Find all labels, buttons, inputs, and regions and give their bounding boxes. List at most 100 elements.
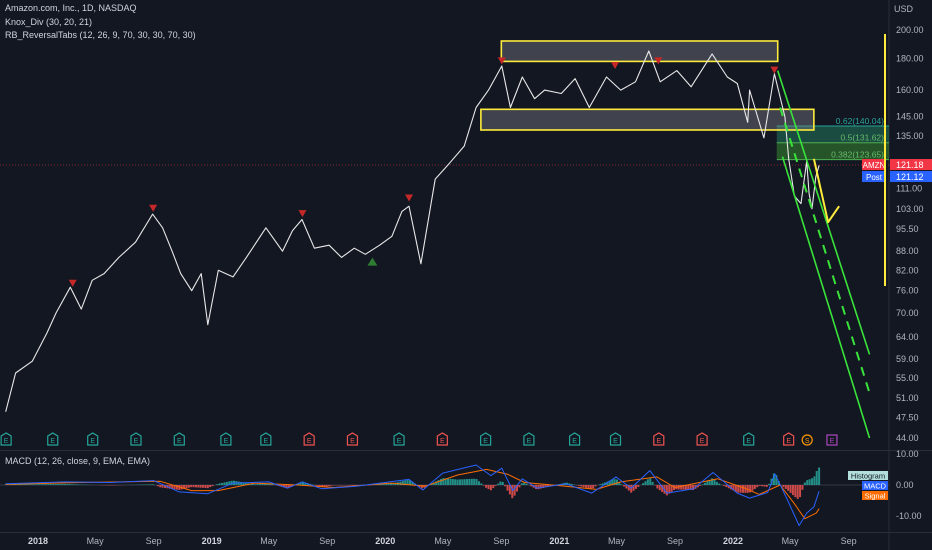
macd-histogram-bar bbox=[297, 483, 300, 485]
macd-histogram-bar bbox=[152, 484, 155, 485]
macd-line bbox=[5, 464, 820, 527]
macd-histogram-bar bbox=[794, 485, 797, 498]
macd-histogram-bar bbox=[727, 485, 730, 489]
time-tick-label: May bbox=[434, 536, 452, 546]
macd-histogram-bar bbox=[252, 484, 255, 485]
earnings-event-icon bbox=[393, 432, 405, 446]
chart-title: Amazon.com, Inc., 1D, NASDAQ bbox=[5, 3, 137, 13]
macd-histogram-bar bbox=[49, 484, 52, 485]
event-letter: E bbox=[134, 438, 139, 445]
macd-histogram-bar bbox=[475, 479, 478, 485]
macd-histogram-bar bbox=[468, 478, 471, 485]
macd-histogram-bar bbox=[256, 483, 259, 485]
macd-histogram-bar bbox=[784, 485, 787, 489]
event-letter: E bbox=[4, 438, 9, 445]
macd-histogram-bar bbox=[463, 479, 466, 485]
macd-histogram-bar bbox=[406, 479, 409, 485]
price-tick-label: 111.00 bbox=[896, 184, 922, 194]
macd-histogram-bar bbox=[665, 485, 668, 496]
price-axis[interactable]: 200.00180.00160.00145.00135.00121.00111.… bbox=[896, 25, 924, 443]
macd-histogram-bar bbox=[56, 484, 59, 485]
macd-legend-tag bbox=[848, 471, 888, 480]
macd-histogram-bar bbox=[651, 481, 654, 485]
earnings-event-icon bbox=[173, 432, 185, 446]
event-letter: E bbox=[656, 438, 661, 445]
macd-histogram-bar bbox=[378, 484, 381, 485]
macd-histogram-bar bbox=[218, 483, 221, 485]
time-tick-label: 2022 bbox=[723, 536, 743, 546]
time-tick-label: 2019 bbox=[202, 536, 222, 546]
post-price-tag bbox=[862, 171, 886, 183]
earnings-future-icon bbox=[826, 434, 838, 446]
post-price-value-bg bbox=[890, 171, 932, 183]
macd-histogram-bar bbox=[54, 484, 57, 485]
earnings-event-icon bbox=[743, 432, 755, 446]
macd-histogram-bar bbox=[518, 485, 521, 488]
macd-histogram-bar bbox=[701, 484, 704, 485]
indicator-legend-knox[interactable]: Knox_Div (30, 20, 21) bbox=[5, 17, 93, 27]
macd-histogram-bar bbox=[777, 481, 780, 485]
macd-histogram-bar bbox=[732, 485, 735, 491]
time-tick-label: Sep bbox=[841, 536, 857, 546]
macd-histogram-bar bbox=[587, 485, 590, 489]
macd-histogram-bar bbox=[718, 483, 721, 485]
macd-histogram-bar bbox=[16, 484, 19, 485]
macd-histogram-bar bbox=[173, 485, 176, 490]
macd-histogram-bar bbox=[673, 485, 676, 491]
macd-histogram-bar bbox=[791, 485, 794, 496]
macd-histogram-bar bbox=[608, 480, 611, 485]
macd-histogram-bar bbox=[637, 485, 640, 487]
macd-histogram-bar bbox=[615, 479, 618, 485]
macd-histogram-bar bbox=[489, 485, 492, 491]
macd-histogram-bar bbox=[242, 482, 245, 485]
macd-histogram-bar bbox=[435, 481, 438, 485]
currency-label: USD bbox=[894, 4, 914, 14]
macd-histogram-bar bbox=[47, 484, 50, 485]
macd-histogram-bar bbox=[156, 485, 159, 487]
macd-histogram-bar bbox=[301, 481, 304, 485]
macd-histogram-bar bbox=[801, 485, 804, 490]
event-letter: E bbox=[224, 438, 229, 445]
sell-marker bbox=[298, 210, 307, 218]
time-tick-label: Sep bbox=[319, 536, 335, 546]
sell-marker bbox=[497, 57, 506, 65]
macd-histogram-bar bbox=[722, 485, 725, 486]
macd-histogram-bar bbox=[382, 483, 385, 485]
sell-marker bbox=[654, 57, 663, 65]
macd-histogram-bar bbox=[159, 485, 162, 488]
event-letter: E bbox=[830, 438, 835, 445]
current-price-tag bbox=[862, 159, 886, 171]
macd-histogram-bar bbox=[482, 485, 485, 486]
time-axis[interactable]: 2018 May Sep 2019 May Sep 2020 May Sep 2021 May Sep… bbox=[28, 536, 857, 546]
event-letter: E bbox=[50, 438, 55, 445]
earnings-event-icon bbox=[436, 432, 448, 446]
macd-histogram-bar bbox=[28, 484, 31, 485]
macd-histogram-bar bbox=[758, 485, 761, 486]
macd-histogram-bar bbox=[64, 484, 67, 485]
macd-legend[interactable]: MACD (12, 26, close, 9, EMA, EMA) bbox=[5, 456, 151, 466]
price-tick-label: 70.00 bbox=[896, 308, 919, 318]
event-letter: E bbox=[527, 438, 532, 445]
macd-histogram-bar bbox=[570, 483, 573, 485]
macd-histogram-bar bbox=[741, 485, 744, 493]
macd-histogram-bar bbox=[618, 482, 621, 485]
macd-histogram-bar bbox=[739, 485, 742, 493]
macd-histogram-bar bbox=[485, 485, 488, 488]
range-boxes[interactable] bbox=[480, 40, 815, 131]
event-letter: E bbox=[746, 438, 751, 445]
indicator-legend-reversal[interactable]: RB_ReversalTabs (12, 26, 9, 70, 30, 30, … bbox=[5, 30, 196, 40]
macd-tick-label: -10.00 bbox=[896, 511, 922, 521]
macd-histogram-bar bbox=[404, 480, 407, 485]
event-letter: E bbox=[613, 438, 618, 445]
macd-histogram-bar bbox=[501, 481, 504, 485]
macd-tick-label: 0.00 bbox=[896, 480, 914, 490]
macd-histogram-bar bbox=[508, 485, 511, 495]
macd-histogram-bar bbox=[682, 485, 685, 490]
price-tick-label: 88.00 bbox=[896, 246, 919, 256]
time-tick-label: Sep bbox=[146, 536, 162, 546]
event-letter: E bbox=[483, 438, 488, 445]
price-tick-label: 47.50 bbox=[896, 412, 919, 422]
macd-histogram-bar bbox=[473, 478, 476, 485]
downtrend-channel[interactable] bbox=[776, 70, 871, 439]
